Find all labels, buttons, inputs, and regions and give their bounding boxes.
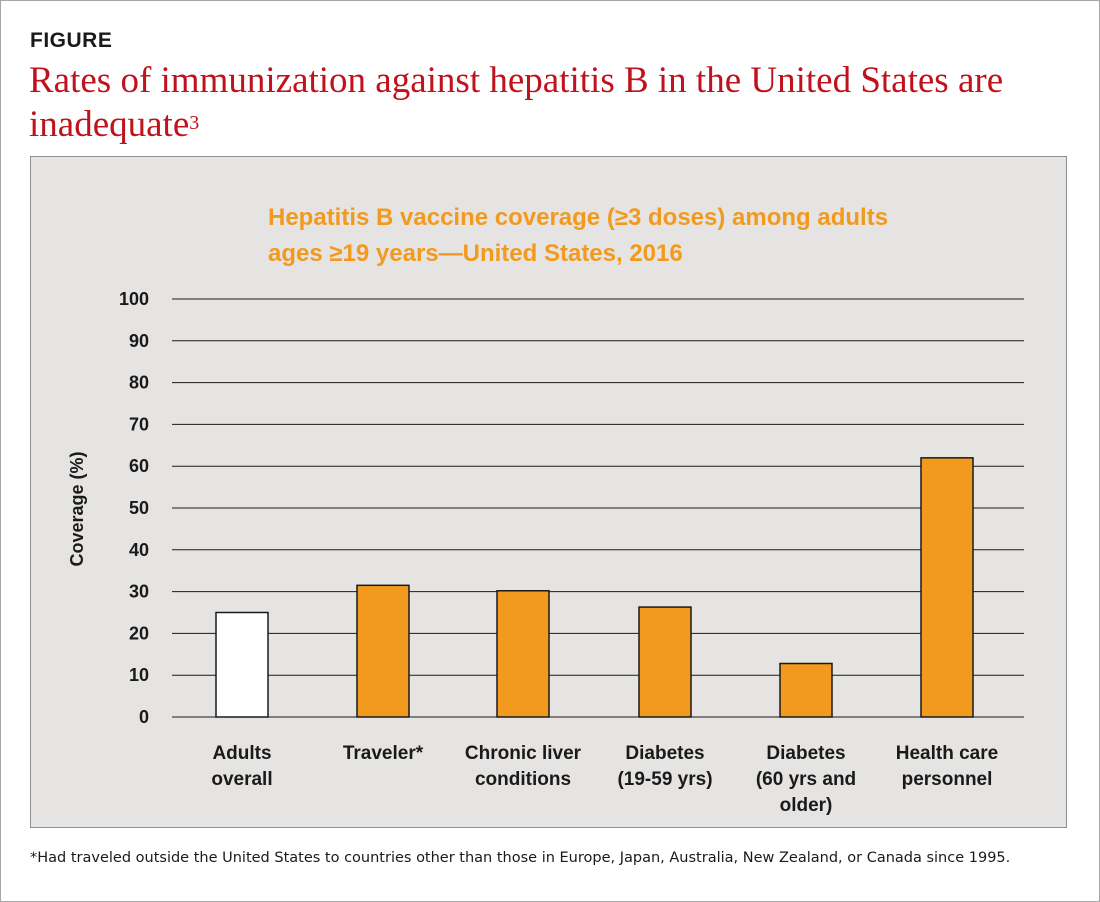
figure-title-text: Rates of immunization against hepatitis …: [29, 60, 1004, 145]
category-label: Diabetes (19-59 yrs): [617, 743, 712, 790]
category-label: Chronic liver conditions: [465, 743, 582, 790]
bar-chart: Hepatitis B vaccine coverage (≥3 doses) …: [67, 204, 1024, 816]
chart-panel: Hepatitis B vaccine coverage (≥3 doses) …: [30, 156, 1067, 828]
bar-3: [638, 606, 692, 718]
chart-title-line-2: ages ≥19 years—United States, 2016: [268, 240, 683, 267]
y-tick-label: 0: [139, 707, 149, 727]
category-label: Health care personnel: [896, 743, 998, 790]
figure-title: Rates of immunization against hepatitis …: [29, 59, 1079, 147]
category-label: Diabetes (60 yrs and older): [756, 743, 856, 816]
x-axis-categories: Adults overall Traveler* Chronic liver condi…: [211, 743, 998, 816]
bar-2: [496, 590, 550, 718]
bar-4: [779, 662, 833, 718]
y-tick-label: 90: [129, 331, 149, 351]
footnote: *Had traveled outside the United States …: [30, 850, 1011, 866]
bar-1: [356, 584, 410, 718]
bars: [215, 457, 974, 718]
y-tick-label: 80: [129, 373, 149, 393]
category-label: Adults overall: [211, 743, 272, 790]
y-tick-label: 70: [129, 414, 149, 434]
bar-0: [215, 611, 269, 718]
y-axis-label-group: Coverage (%): [67, 451, 87, 566]
y-tick-label: 10: [129, 665, 149, 685]
y-tick-label: 30: [129, 582, 149, 602]
y-axis-label: Coverage (%): [67, 451, 87, 566]
y-tick-label: 50: [129, 498, 149, 518]
chart-title: Hepatitis B vaccine coverage (≥3 doses) …: [268, 204, 888, 267]
y-tick-label: 40: [129, 540, 149, 560]
bar-5: [920, 457, 974, 718]
chart-title-line-1: Hepatitis B vaccine coverage (≥3 doses) …: [268, 204, 888, 231]
gridlines: [172, 298, 1024, 718]
y-axis-ticks: 0 10 20 30 40 50 60 70 80 90 100: [119, 289, 149, 727]
y-tick-label: 20: [129, 623, 149, 643]
figure-title-reference: 3: [189, 112, 200, 134]
category-label: Traveler*: [343, 743, 424, 764]
y-tick-label: 100: [119, 289, 149, 309]
y-tick-label: 60: [129, 456, 149, 476]
figure-label: FIGURE: [30, 29, 113, 52]
